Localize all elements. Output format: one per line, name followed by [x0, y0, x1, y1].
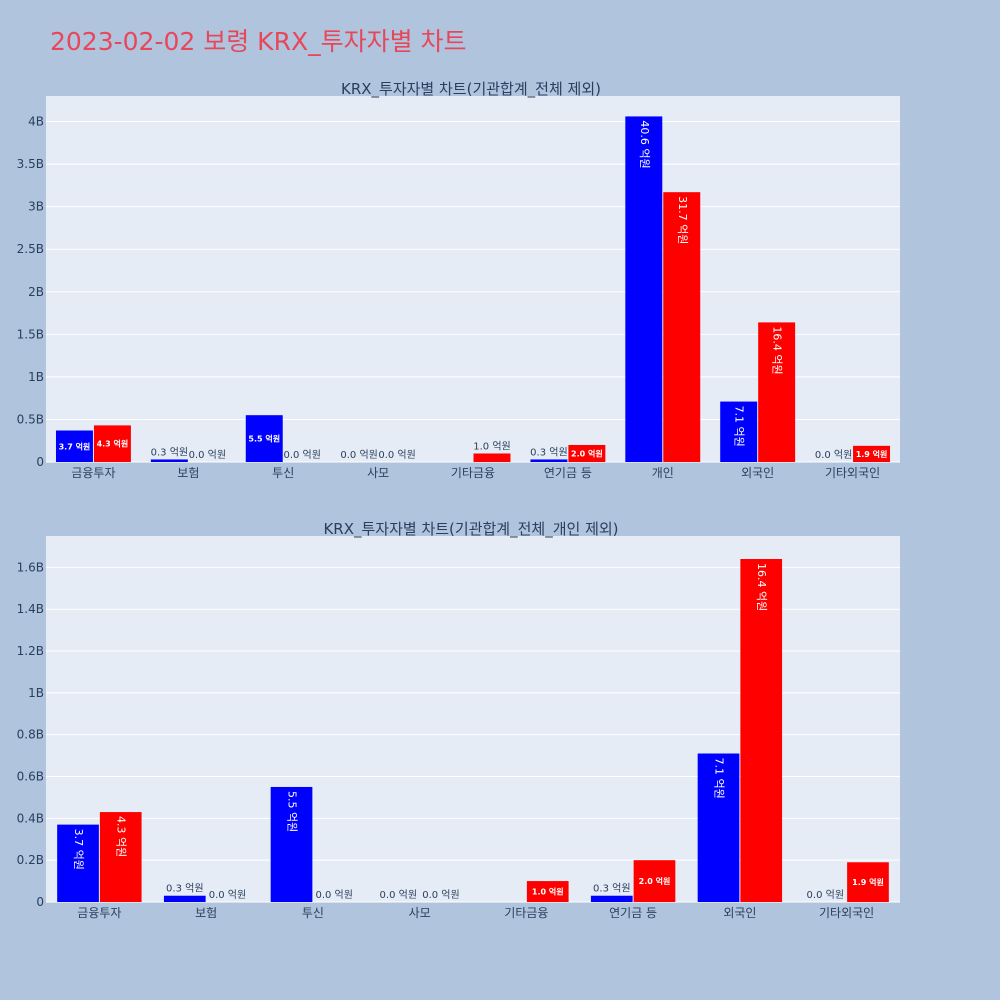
- x-tick-label: 금융투자: [77, 906, 121, 920]
- y-tick-label: 3B: [28, 200, 44, 214]
- y-tick-label: 0.5B: [17, 412, 44, 426]
- data-label: 4.3 억원: [115, 816, 128, 857]
- bar: [526, 881, 569, 902]
- y-tick-label: 0: [36, 895, 44, 909]
- data-label: 2.0 억원: [639, 876, 671, 886]
- y-tick-label: 0.2B: [17, 853, 44, 867]
- data-label: 16.4 억원: [755, 563, 768, 611]
- data-label: 0.0 억원: [315, 889, 352, 901]
- x-tick-label: 기타외국인: [825, 466, 880, 480]
- bar: [663, 192, 701, 462]
- data-label: 0.0 억원: [340, 449, 377, 461]
- chart-title: KRX_투자자별 차트(기관합계_전체_개인 제외): [323, 520, 618, 539]
- x-tick-label: 보험: [177, 466, 199, 480]
- y-tick-label: 2.5B: [17, 242, 44, 256]
- y-tick-label: 0.6B: [17, 770, 44, 784]
- y-tick-label: 0.8B: [17, 728, 44, 742]
- bar: [245, 415, 283, 462]
- chart-excluding-institutions: KRX_투자자별 차트(기관합계_전체 제외) 0 0.5B 1B 1.5B 2B 2.5B…: [0, 60, 1000, 500]
- chart-2-svg: KRX_투자자별 차트(기관합계_전체_개인 제외) 0 0.2B 0.4B 0.6B 0…: [17, 520, 900, 920]
- data-label: 5.5 억원: [248, 434, 280, 444]
- data-label: 5.5 억원: [286, 791, 299, 832]
- y-tick-label: 0.4B: [17, 811, 44, 825]
- data-label: 40.6 억원: [638, 120, 651, 168]
- x-tick-label: 사모: [367, 466, 389, 480]
- y-tick-label: 1B: [28, 686, 44, 700]
- y-tick-label: 1.5B: [17, 327, 44, 341]
- x-tick-label: 연기금 등: [609, 906, 657, 920]
- data-label: 31.7 억원: [676, 196, 689, 244]
- data-label: 1.0 억원: [473, 440, 510, 452]
- data-label: 3.7 억원: [59, 441, 91, 451]
- data-label: 0.0 억원: [380, 889, 417, 901]
- x-tick-label: 기타금융: [451, 466, 495, 480]
- bar: [93, 425, 131, 462]
- x-tick-label: 기타금융: [504, 906, 548, 920]
- bar: [758, 322, 796, 462]
- x-tick-label: 금융투자: [71, 466, 115, 480]
- data-label: 0.3 억원: [530, 446, 567, 458]
- data-label: 7.1 억원: [713, 758, 726, 799]
- bar: [697, 753, 740, 902]
- data-label: 0.0 억원: [283, 449, 320, 461]
- page-title: 2023-02-02 보령 KRX_투자자별 차트: [50, 27, 467, 56]
- data-label: 0.0 억원: [422, 889, 459, 901]
- bar: [163, 895, 206, 902]
- data-label: 0.3 억원: [166, 883, 203, 895]
- bar: [150, 459, 188, 462]
- y-tick-label: 3.5B: [17, 157, 44, 171]
- data-label: 0.0 억원: [209, 889, 246, 901]
- chart-excluding-institutions-and-individuals: KRX_투자자별 차트(기관합계_전체_개인 제외) 0 0.2B 0.4B 0.6B 0…: [0, 500, 1000, 940]
- data-label: 1.9 억원: [856, 449, 888, 459]
- data-label: 1.9 억원: [852, 877, 884, 887]
- x-tick-label: 보험: [195, 906, 217, 920]
- data-label: 0.0 억원: [815, 449, 852, 461]
- y-tick-label: 2B: [28, 285, 44, 299]
- bar: [720, 401, 758, 462]
- data-label: 7.1 억원: [733, 406, 746, 447]
- chart-title: KRX_투자자별 차트(기관합계_전체 제외): [341, 80, 601, 99]
- bar: [633, 860, 676, 902]
- x-tick-label: 외국인: [741, 466, 774, 480]
- bar: [847, 862, 889, 902]
- plot-area: [46, 96, 900, 462]
- y-tick-label: 1.6B: [17, 560, 44, 574]
- bar: [740, 559, 783, 902]
- x-tick-label: 연기금 등: [544, 466, 592, 480]
- bar: [625, 116, 663, 462]
- y-tick-label: 1.2B: [17, 644, 44, 658]
- bar: [99, 812, 142, 902]
- x-tick-label: 투신: [272, 466, 294, 480]
- data-label: 0.0 억원: [378, 449, 415, 461]
- data-label: 0.0 억원: [189, 449, 226, 461]
- data-label: 0.3 억원: [151, 446, 188, 458]
- y-tick-label: 1.4B: [17, 602, 44, 616]
- y-tick-label: 0: [36, 455, 44, 469]
- data-label: 1.0 억원: [532, 887, 564, 897]
- bar: [568, 444, 606, 462]
- data-label: 0.0 억원: [807, 889, 844, 901]
- x-tick-label: 개인: [652, 466, 674, 480]
- bar: [530, 459, 568, 462]
- y-tick-label: 1B: [28, 370, 44, 384]
- x-tick-label: 기타외국인: [819, 906, 874, 920]
- bar: [590, 895, 633, 902]
- data-label: 3.7 억원: [72, 829, 85, 870]
- bar: [57, 824, 99, 902]
- data-label: 16.4 억원: [771, 326, 784, 374]
- bar: [473, 453, 511, 462]
- data-label: 0.3 억원: [593, 883, 630, 895]
- x-tick-label: 투신: [302, 906, 324, 920]
- data-label: 2.0 억원: [571, 448, 603, 458]
- chart-1-svg: KRX_투자자별 차트(기관합계_전체 제외) 0 0.5B 1B 1.5B 2B 2.5B…: [17, 80, 900, 480]
- data-label: 4.3 억원: [97, 439, 129, 449]
- y-tick-label: 4B: [28, 115, 44, 129]
- bar: [55, 430, 93, 462]
- bar: [853, 445, 891, 462]
- x-tick-label: 외국인: [723, 906, 756, 920]
- x-tick-label: 사모: [409, 906, 431, 920]
- bar: [270, 786, 313, 902]
